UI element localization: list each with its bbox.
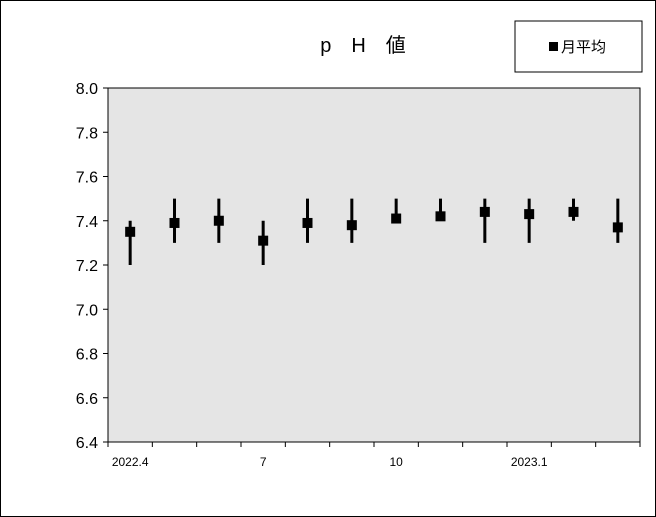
mean-marker	[258, 235, 269, 246]
x-tick-label: 2022.4	[112, 455, 149, 469]
mean-marker	[612, 222, 623, 233]
y-tick-label: 7.0	[76, 302, 98, 319]
y-tick-label: 6.4	[76, 435, 98, 452]
mean-marker	[346, 220, 357, 231]
y-tick-label: 8.0	[76, 81, 98, 98]
mean-marker	[524, 209, 535, 220]
y-tick-label: 7.4	[76, 214, 98, 231]
y-tick-label: 6.8	[76, 347, 98, 364]
plot-area	[107, 87, 641, 443]
data-marks	[125, 198, 623, 265]
y-tick-label: 7.2	[76, 258, 98, 275]
y-tick-label: 7.6	[76, 170, 98, 187]
legend-marker-icon	[549, 42, 558, 51]
x-tick-label: 7	[260, 455, 267, 469]
legend-label: 月平均	[561, 39, 606, 56]
legend: 月平均	[514, 20, 643, 73]
x-tick-label: 10	[389, 455, 403, 469]
mean-marker	[479, 206, 490, 217]
mean-marker	[169, 217, 180, 228]
y-axis: 8.0 7.8 7.6 7.4 7.2 7.0 6.8 6.6 6.4	[76, 81, 108, 452]
legend-box	[514, 20, 643, 73]
mean-marker	[435, 211, 446, 222]
mean-marker	[125, 226, 136, 237]
mean-marker	[302, 217, 313, 228]
chart-title: p H 値	[320, 34, 406, 57]
x-axis: 2022.4 7 10 2023.1	[107, 442, 641, 469]
mean-marker	[391, 213, 402, 224]
x-tick-label: 2023.1	[511, 455, 548, 469]
mean-marker	[213, 215, 224, 226]
y-tick-label: 7.8	[76, 125, 98, 142]
y-tick-label: 6.6	[76, 391, 98, 408]
mean-marker	[568, 206, 579, 217]
